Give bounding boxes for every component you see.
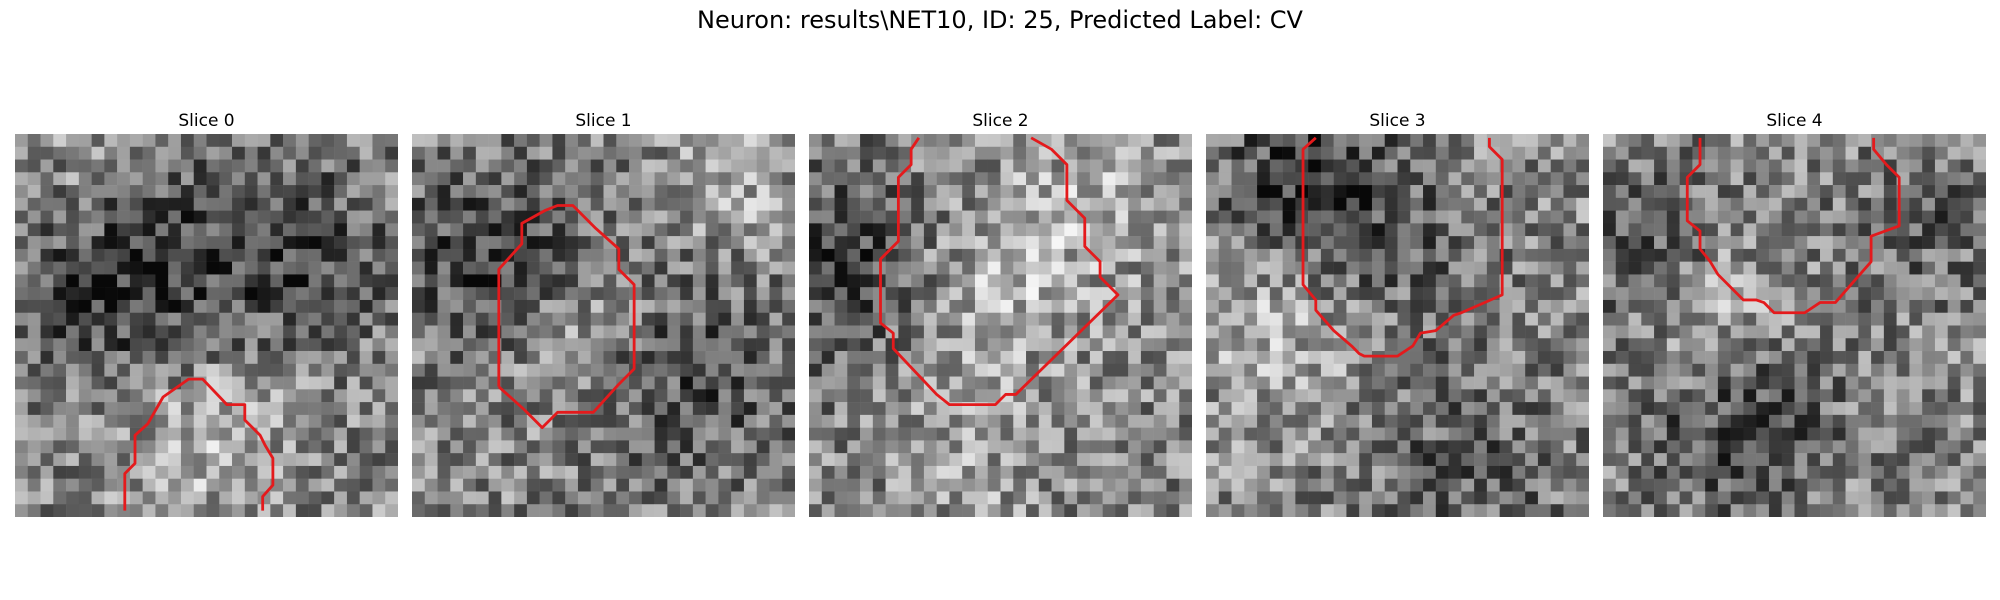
slice-panel-0: Slice 0 xyxy=(15,108,398,517)
slice-title: Slice 0 xyxy=(178,111,235,131)
figure-title: Neuron: results\NET10, ID: 25, Predicted… xyxy=(697,6,1303,34)
slice-panel-1: Slice 1 xyxy=(412,108,795,517)
roi-contour-closing xyxy=(497,385,526,411)
pixel-grid xyxy=(1603,134,1986,517)
pixel-grid xyxy=(412,134,795,517)
slice-title: Slice 4 xyxy=(1766,111,1823,131)
roi-contour xyxy=(1301,136,1504,358)
slice-image-1 xyxy=(412,134,795,517)
roi-contour xyxy=(879,136,1120,407)
roi-contour xyxy=(1685,137,1901,315)
pixel-grid xyxy=(15,134,398,517)
slice-image-0 xyxy=(15,134,398,517)
slice-image-4 xyxy=(1603,134,1986,517)
slice-image-2 xyxy=(809,134,1192,517)
slice-panel-3: Slice 3 xyxy=(1206,108,1589,517)
slice-panel-2: Slice 2 xyxy=(809,108,1192,517)
slice-title: Slice 3 xyxy=(1369,111,1426,131)
roi-contour xyxy=(123,377,275,511)
slice-title: Slice 2 xyxy=(972,111,1029,131)
slice-title: Slice 1 xyxy=(575,111,632,131)
slice-panel-4: Slice 4 xyxy=(1603,108,1986,517)
slice-image-3 xyxy=(1206,134,1589,517)
pixel-grid xyxy=(1206,134,1589,517)
pixel-grid xyxy=(809,134,1192,517)
roi-contour xyxy=(497,204,636,430)
